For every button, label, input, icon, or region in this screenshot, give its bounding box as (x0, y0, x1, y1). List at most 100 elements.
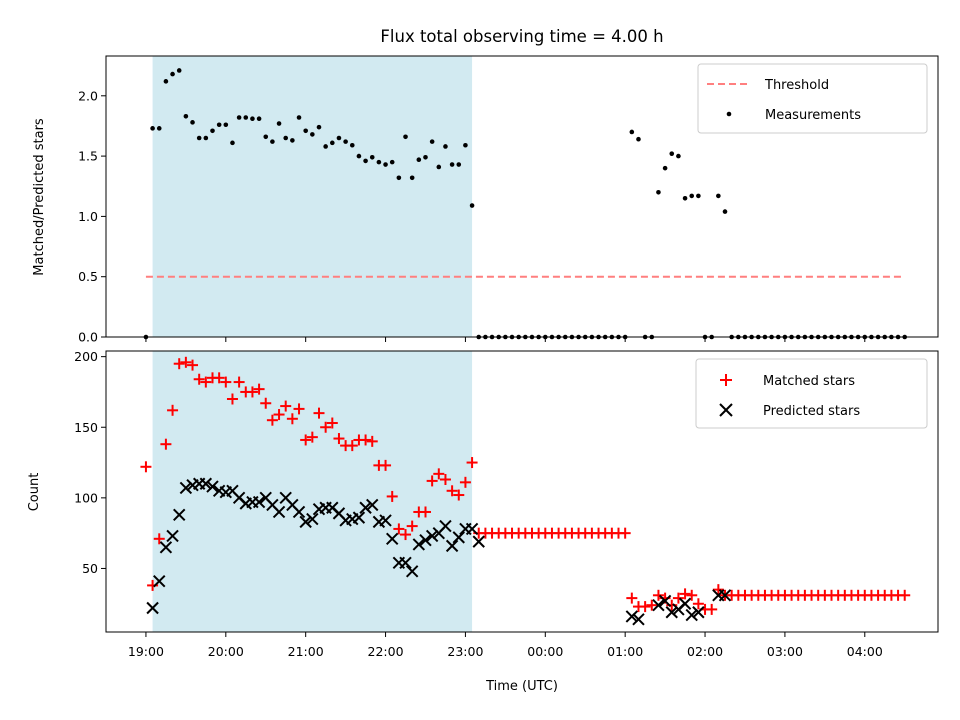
measurements-point (716, 193, 721, 199)
y-tick-label: 0.0 (78, 330, 98, 345)
matched-stars-point (286, 413, 298, 425)
measurements-point (416, 157, 422, 163)
predicted-stars-point (292, 505, 306, 519)
measurements-point (243, 115, 249, 120)
matched-stars-point (672, 592, 684, 604)
legend-predicted-swatch (719, 403, 733, 417)
matched-stars-point (220, 376, 232, 388)
x-axis-label: Time (UTC) (485, 679, 558, 694)
matched-stars-point (306, 431, 318, 443)
matched-stars-point (187, 359, 199, 371)
y-tick-label: 200 (74, 349, 98, 364)
predicted-stars-point (379, 514, 392, 527)
matched-stars-point (686, 589, 698, 601)
matched-stars-point (386, 490, 398, 502)
matched-stars-point (419, 506, 431, 518)
ratio-panel-frame (105, 55, 939, 338)
measurements-point (343, 139, 348, 144)
matched-stars-point (626, 592, 638, 604)
measurements-point (330, 140, 335, 146)
matched-stars-point (320, 421, 332, 433)
measurements-point (236, 115, 242, 120)
matched-stars-point (200, 376, 212, 388)
predicted-stars-point (252, 495, 266, 509)
measurements-point (429, 139, 435, 144)
count-panel: 50 100 150 200 19:00 20:00 21:00 22:00 23:00 00:… (27, 349, 939, 694)
matched-stars-point (646, 599, 658, 611)
predicted-stars-point (452, 531, 465, 544)
x-tick-label: 01:00 (607, 644, 643, 659)
measurements-point (336, 135, 342, 141)
observing-window-span (152, 56, 473, 337)
predicted-stars-point (445, 539, 459, 553)
measurements-point (170, 71, 175, 77)
measurements-point (276, 121, 282, 126)
measurements-point (190, 120, 195, 125)
y-tick-label: 2.0 (78, 88, 98, 103)
predicted-stars-point (718, 589, 732, 602)
measurements-point (682, 196, 688, 201)
matched-stars-point (639, 601, 651, 613)
count-marks (140, 356, 911, 626)
measurements-point (283, 135, 289, 141)
matched-stars-point (280, 400, 292, 412)
predicted-stars-point (465, 522, 479, 536)
matched-stars-point (260, 397, 272, 409)
ratio-y-axis-label: Matched/Predicted stars (32, 118, 47, 276)
x-tick-label: 02:00 (687, 644, 723, 659)
predicted-stars-point (399, 556, 412, 570)
measurements-point (349, 142, 355, 148)
measurements-point (389, 159, 395, 165)
x-tick-label: 04:00 (847, 644, 883, 659)
predicted-stars-point (439, 519, 452, 533)
matched-stars-point (326, 417, 338, 429)
measurements-point (403, 134, 408, 140)
x-tick-label: 03:00 (767, 644, 803, 659)
matched-stars-point (619, 527, 631, 539)
predicted-stars-point (272, 505, 286, 519)
y-tick-label: 50 (82, 561, 98, 576)
measurements-point (689, 193, 695, 199)
legend-measurements-swatch (726, 111, 732, 117)
measurements-point (296, 115, 302, 120)
measurements-point (449, 162, 455, 167)
measurements-point (676, 153, 681, 159)
legend-matched-swatch (720, 374, 732, 386)
measurements-point (436, 164, 442, 170)
matched-stars-point (160, 438, 172, 450)
y-tick-label: 1.0 (78, 209, 98, 224)
measurements-point (722, 209, 728, 214)
measurements-point (363, 158, 368, 164)
legend-predicted-label: Predicted stars (763, 404, 860, 419)
predicted-stars-point (692, 606, 705, 619)
matched-stars-point (233, 376, 245, 388)
matched-stars-point (652, 589, 664, 601)
measurements-point (409, 175, 415, 181)
matched-stars-point (706, 603, 718, 615)
matched-stars-point (406, 520, 418, 532)
measurements-point (263, 134, 269, 140)
ratio-y-ticks: 0.0 0.5 1.0 1.5 2.0 (78, 88, 106, 345)
count-legend: Matched stars Predicted stars (695, 358, 928, 429)
matched-stars-point (313, 407, 325, 419)
ratio-panel: 0.0 0.5 1.0 1.5 2.0 Flux total observing tim… (32, 27, 939, 345)
matched-stars-point (393, 523, 405, 535)
measurements-point (290, 138, 295, 143)
measurements-point (323, 144, 328, 149)
measurements-point (463, 142, 468, 148)
count-y-ticks: 50 100 150 200 (74, 349, 106, 576)
matched-stars-point (453, 489, 465, 501)
measurements-point (303, 128, 308, 134)
matched-stars-point (213, 372, 225, 384)
legend-measurements-label: Measurements (765, 108, 861, 123)
measurements-point (176, 68, 182, 73)
x-tick-label: 23:00 (447, 644, 483, 659)
measurements-point (423, 155, 428, 160)
ratio-legend: Threshold Measurements (697, 63, 928, 134)
x-tick-label: 00:00 (527, 644, 563, 659)
predicted-stars-point (419, 534, 432, 547)
predicted-stars-point (306, 512, 319, 526)
matched-stars-point (426, 475, 438, 487)
x-tick-label: 21:00 (288, 644, 324, 659)
predicted-stars-point (405, 565, 419, 578)
